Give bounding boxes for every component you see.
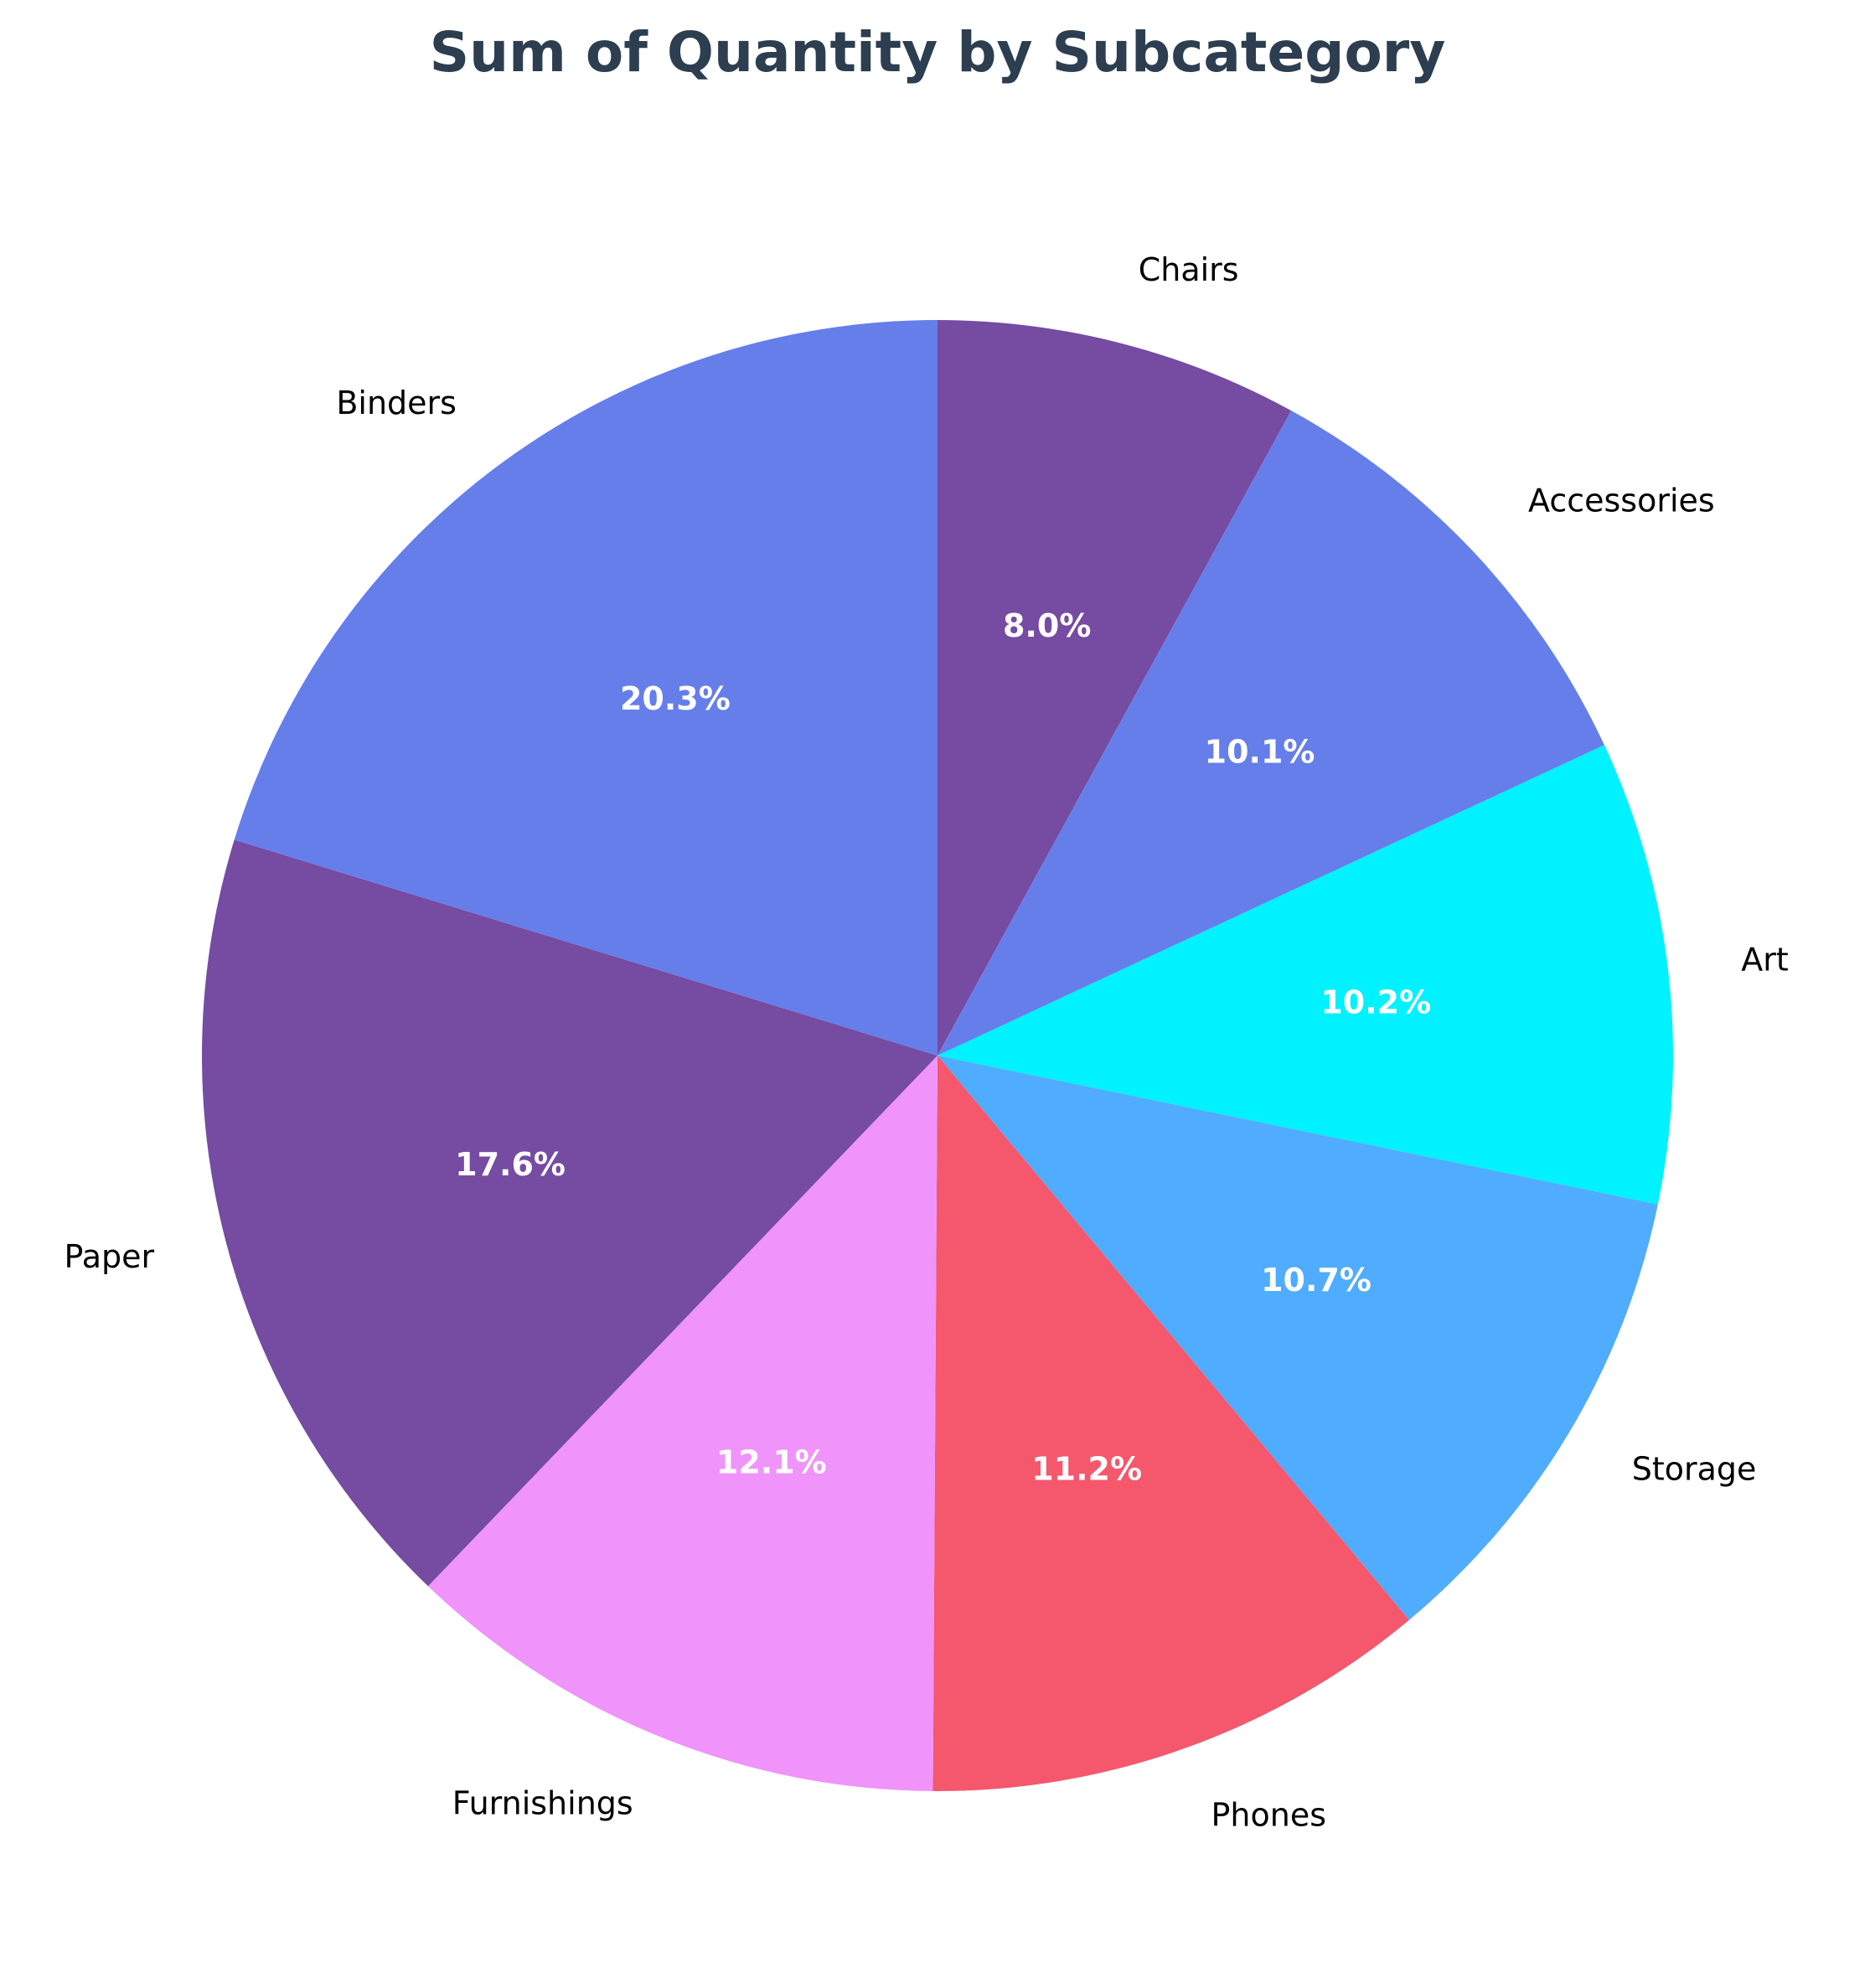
slice-percent-storage: 10.7% <box>1261 1262 1371 1299</box>
pie-slice-paper <box>201 839 938 1587</box>
slice-percent-art: 10.2% <box>1320 984 1431 1021</box>
pie-slice-art <box>938 745 1673 1205</box>
labels-layer: Chairs 8.0% Accessories 10.1% Art 10.2% Storag… <box>65 251 1789 1834</box>
slice-label-binders: Binders <box>336 385 457 421</box>
pie-slice-chairs <box>938 320 1292 1056</box>
slice-percent-furnishings: 12.1% <box>716 1444 827 1481</box>
slice-percent-chairs: 8.0% <box>1003 607 1091 644</box>
slice-label-art: Art <box>1741 942 1789 979</box>
slice-percent-accessories: 10.1% <box>1205 733 1315 770</box>
slices-layer <box>201 319 1673 1791</box>
slice-label-paper: Paper <box>65 1238 155 1275</box>
slice-percent-paper: 17.6% <box>455 1146 566 1183</box>
slice-label-phones: Phones <box>1211 1796 1327 1833</box>
pie-slice-phones <box>932 1056 1409 1791</box>
slice-percent-binders: 20.3% <box>620 680 731 717</box>
pie-slice-furnishings <box>427 1056 938 1791</box>
slice-label-furnishings: Furnishings <box>452 1784 633 1821</box>
slice-label-storage: Storage <box>1632 1450 1757 1487</box>
slice-percent-phones: 11.2% <box>1031 1450 1142 1487</box>
slice-label-chairs: Chairs <box>1139 251 1239 288</box>
chart-title: Sum of Quantity by Subcategory <box>429 20 1446 85</box>
pie-slice-storage <box>938 1056 1658 1620</box>
pie-slice-accessories <box>938 411 1604 1056</box>
pie-slice-binders <box>234 319 938 1056</box>
slice-label-accessories: Accessories <box>1528 482 1715 519</box>
